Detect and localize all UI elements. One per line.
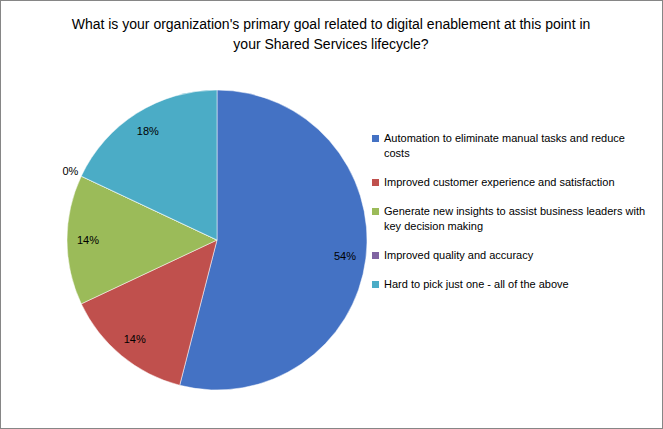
legend-swatch [372, 179, 379, 186]
text-line: Improved customer experience and satisfa… [384, 176, 615, 188]
text-line: your Shared Services lifecycle? [233, 36, 429, 52]
text-line: What is your organization's primary goal… [72, 16, 591, 32]
data-label: 14% [77, 234, 99, 246]
pie-slice [81, 90, 217, 240]
data-label: 14% [124, 333, 146, 345]
legend: Automation to eliminate manual tasks and… [372, 132, 645, 290]
text-line: costs [384, 147, 410, 159]
text-line: Improved quality and accuracy [384, 249, 534, 261]
legend-label: Improved customer experience and satisfa… [384, 176, 615, 188]
chart: What is your organization's primary goal… [0, 0, 663, 429]
text-line: Generate new insights to assist business… [384, 205, 645, 217]
legend-swatch [372, 135, 379, 142]
text-line: key decision making [384, 220, 483, 232]
data-label: 18% [137, 125, 159, 137]
legend-label: Automation to eliminate manual tasks and… [384, 132, 625, 159]
legend-label: Hard to pick just one - all of the above [384, 278, 569, 290]
chart-title: What is your organization's primary goal… [72, 16, 591, 52]
text-line: Automation to eliminate manual tasks and… [384, 132, 625, 144]
chart-frame [1, 1, 663, 429]
data-labels: 54% 14% 14% 0% 18% [62, 125, 356, 345]
data-label: 0% [62, 165, 78, 177]
legend-swatch [372, 281, 379, 288]
text-line: Hard to pick just one - all of the above [384, 278, 569, 290]
legend-label: Improved quality and accuracy [384, 249, 534, 261]
data-label: 54% [334, 250, 356, 262]
legend-swatch [372, 252, 379, 259]
legend-swatch [372, 208, 379, 215]
legend-label: Generate new insights to assist business… [384, 205, 645, 232]
pie [67, 90, 367, 390]
